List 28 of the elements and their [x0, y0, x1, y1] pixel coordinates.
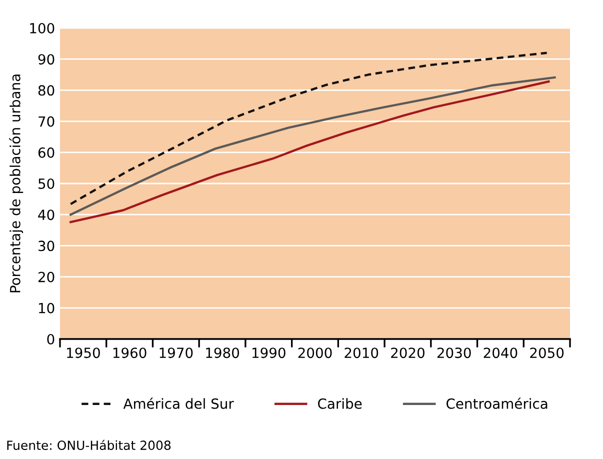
line-series [70, 52, 548, 206]
y-axis-title: Porcentaje de población urbana [9, 74, 24, 292]
y-tick-label: 90 [38, 54, 54, 65]
source-note: Fuente: ONU-Hábitat 2008 [7, 440, 171, 450]
x-tick-label: 2000 [298, 348, 332, 358]
x-tick-label: 1960 [113, 348, 146, 358]
y-tick-label: 20 [38, 272, 54, 282]
legend-label: Centroamérica [446, 398, 548, 409]
y-tick-label: 60 [38, 147, 54, 158]
y-tick-label: 0 [47, 334, 54, 344]
y-tick-label: 10 [38, 302, 54, 314]
y-tick-label: 30 [38, 240, 54, 252]
y-tick-label: 70 [38, 116, 54, 127]
x-tick-label: 2050 [530, 348, 564, 358]
y-tick-label: 40 [38, 210, 54, 220]
y-tick-label: 50 [38, 178, 54, 189]
y-tick-label: 80 [38, 85, 54, 96]
legend-label: Caribe [318, 398, 362, 409]
x-tick-label: 1970 [160, 348, 193, 358]
x-tick-label: 1950 [67, 348, 100, 358]
y-tick-label: 100 [30, 22, 54, 34]
legend-label: América del Sur [123, 398, 234, 409]
x-tick-label: 2020 [391, 348, 424, 358]
x-tick-label: 2040 [484, 348, 518, 358]
x-tick-label: 2030 [437, 348, 471, 358]
x-tick-label: 1980 [206, 348, 240, 358]
x-tick-label: 2010 [344, 348, 378, 358]
x-tick-label: 1990 [252, 348, 286, 358]
